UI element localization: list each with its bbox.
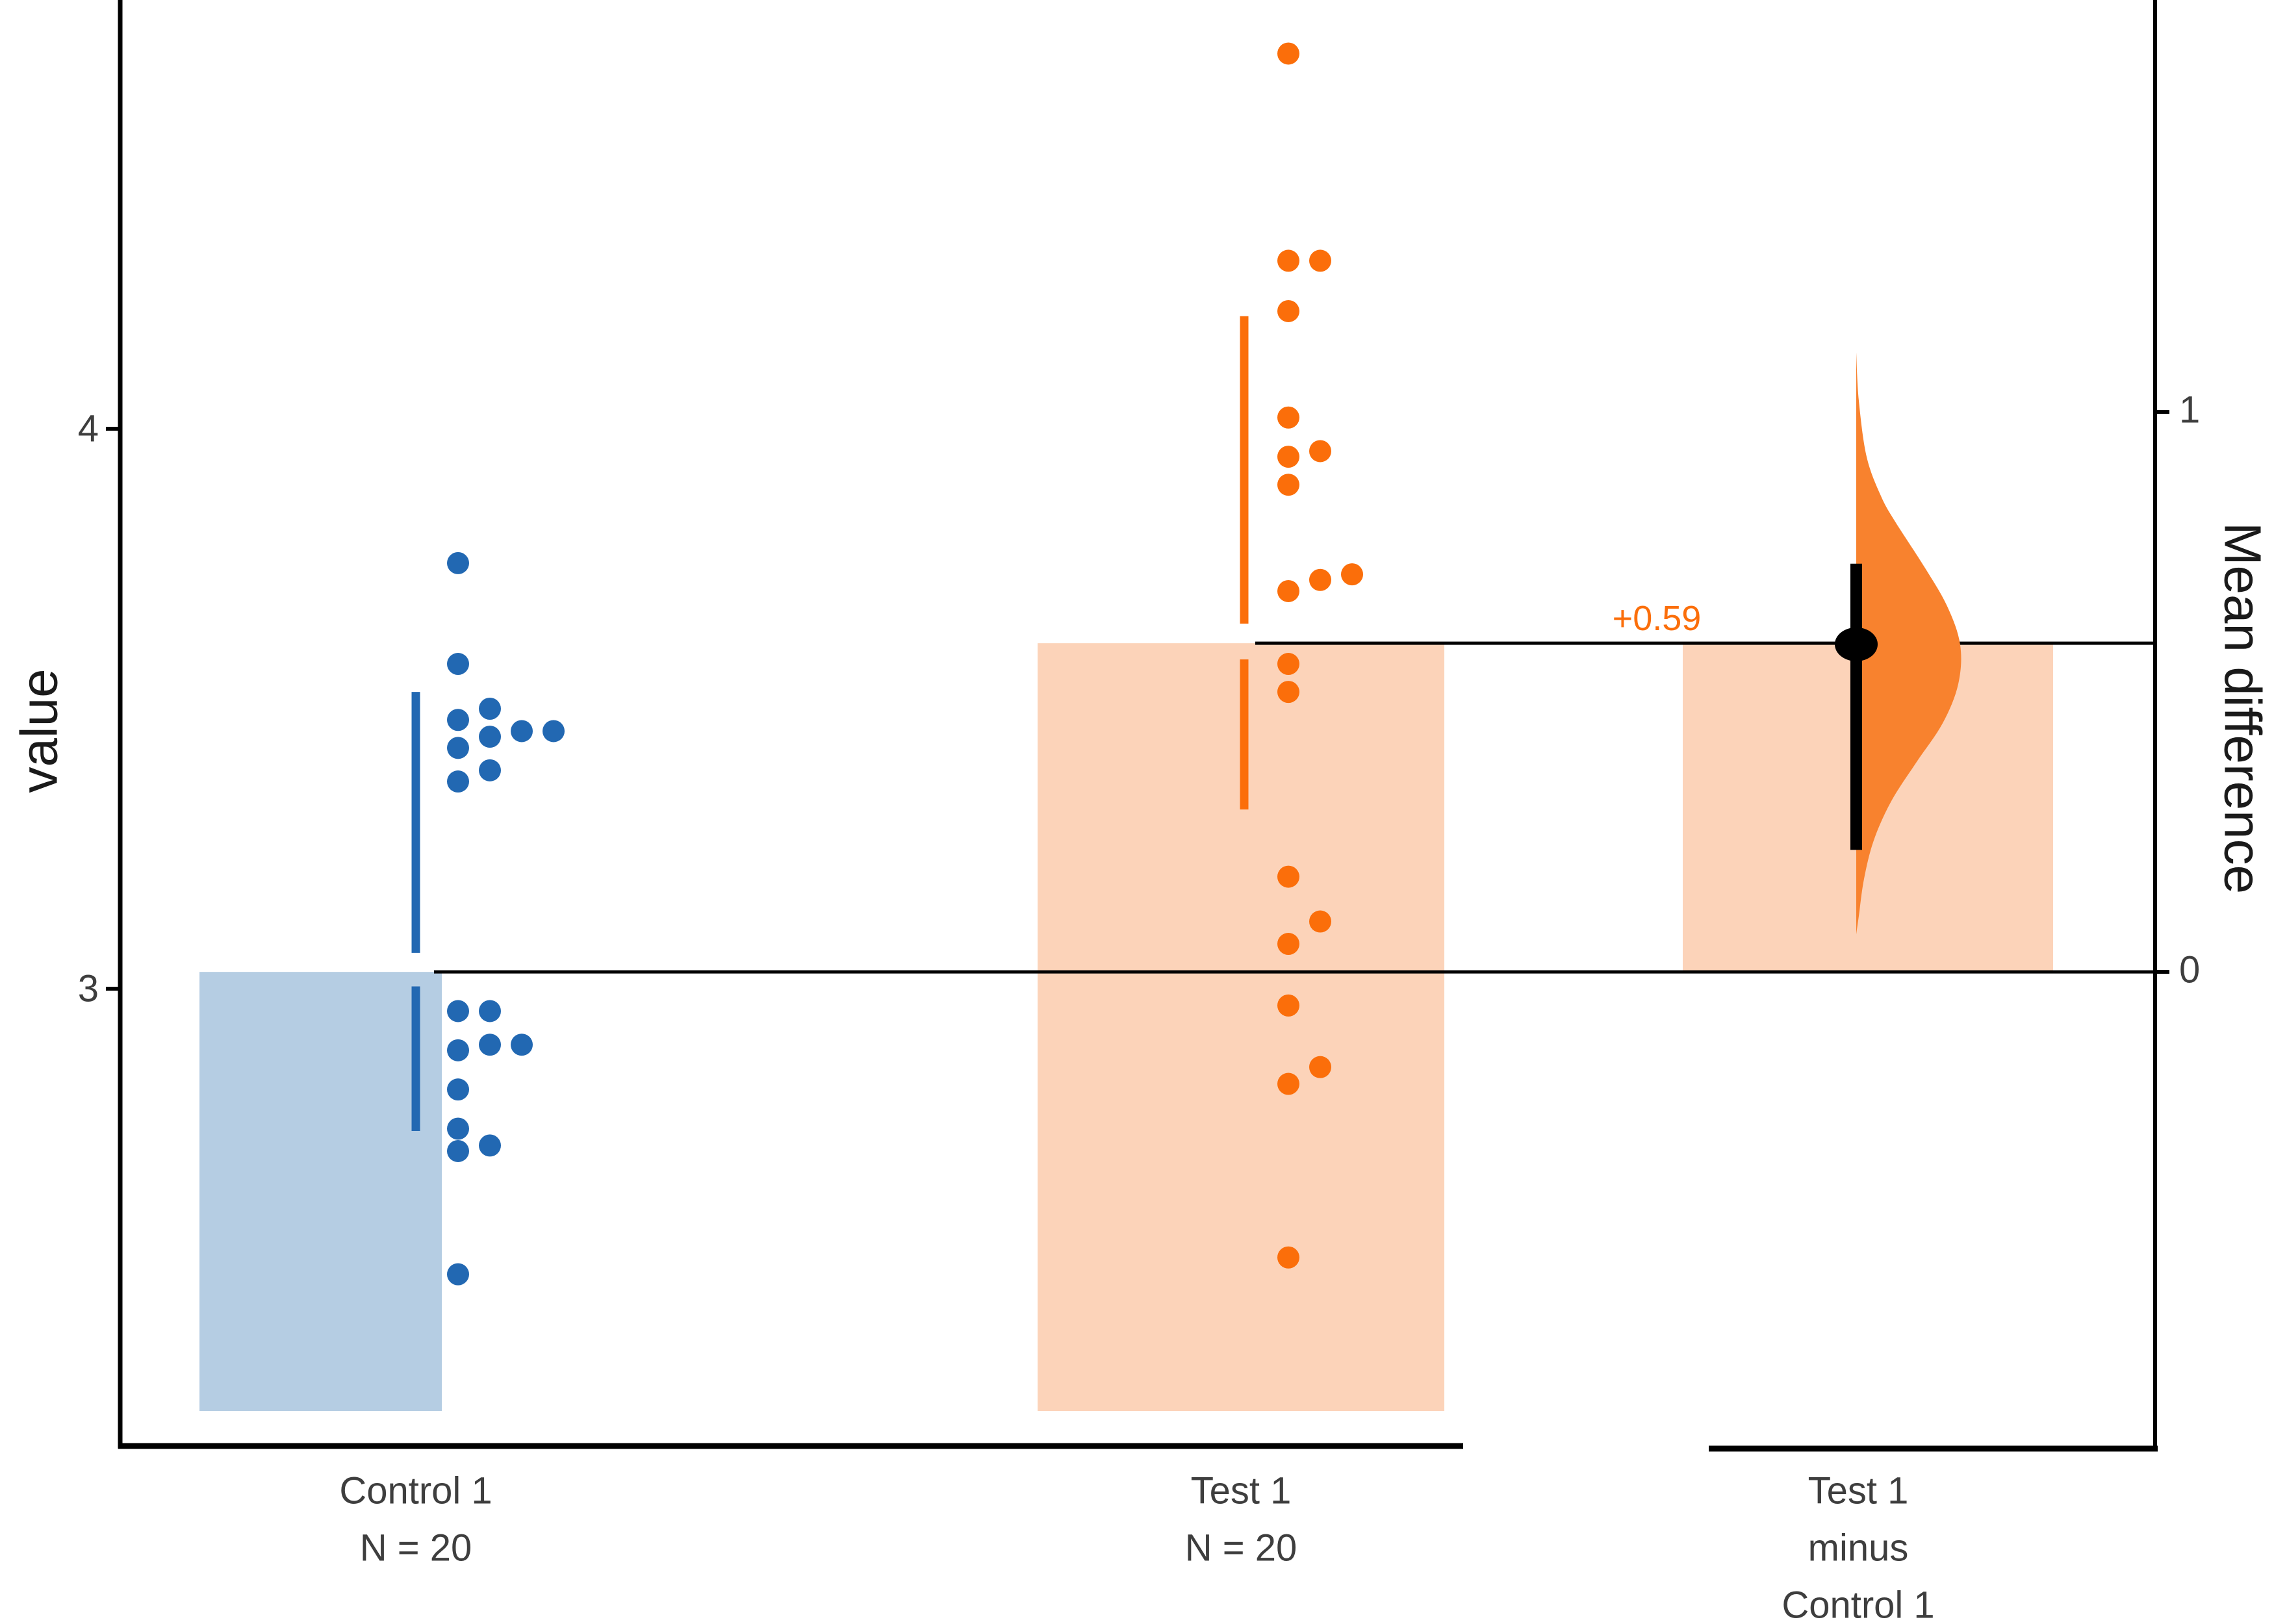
test-dot (1277, 579, 1299, 602)
test-dot (1309, 249, 1331, 272)
control-dot (479, 1134, 501, 1157)
test-dot (1277, 1246, 1299, 1269)
test-dot (1277, 933, 1299, 956)
control-dot (543, 720, 565, 742)
contrast-label-line1: Test 1 (1808, 1470, 1909, 1512)
reference-lines-layer (434, 641, 2155, 974)
control-group-label-line1: Control 1 (339, 1470, 492, 1512)
mean-difference-annotation: +0.59 (1613, 599, 1702, 638)
test-group-label-line2: N = 20 (1185, 1527, 1297, 1569)
control-dot (447, 1139, 469, 1162)
bars-layer (199, 643, 2053, 1411)
control-dot (447, 737, 469, 759)
test-dot (1277, 406, 1299, 429)
test-dot (1277, 681, 1299, 704)
contrast-layer (1835, 352, 1961, 935)
test-group-label-line1: Test 1 (1191, 1470, 1292, 1512)
right-axis-title: Mean difference (2214, 522, 2272, 894)
control-dot (447, 1000, 469, 1022)
test-dot (1341, 563, 1363, 586)
control-group-label-line2: N = 20 (360, 1527, 472, 1569)
control-dot (447, 709, 469, 731)
test-dot (1309, 568, 1331, 591)
test-dot (1309, 440, 1331, 463)
test-dot (1277, 474, 1299, 496)
control-dot (447, 653, 469, 676)
control-dot (511, 720, 533, 742)
contrast-label-line2: minus (1808, 1527, 1909, 1569)
test-dot (1277, 42, 1299, 65)
left-axis-title: value (10, 668, 68, 793)
control-dot (447, 770, 469, 793)
test-dot (1309, 1056, 1331, 1078)
control-dot (447, 1117, 469, 1140)
control-dot (447, 1078, 469, 1101)
control-dot (511, 1034, 533, 1056)
left-axis-tick-label-4: 4 (78, 408, 99, 450)
test-dot (1277, 865, 1299, 888)
swarm-layer (411, 42, 1363, 1286)
difference-violin (1856, 352, 1961, 935)
test-dot (1277, 446, 1299, 468)
test-dot (1277, 653, 1299, 676)
control-dot (479, 726, 501, 748)
contrast-label-line3: Control 1 (1782, 1584, 1934, 1624)
left-axis-tick-label-3: 3 (78, 968, 99, 1010)
test-dot (1277, 299, 1299, 322)
test-dot (1277, 249, 1299, 272)
difference-point (1835, 627, 1878, 661)
control-dot (447, 1039, 469, 1061)
control-dot (479, 759, 501, 781)
test-dot (1277, 994, 1299, 1017)
control-dot (479, 1034, 501, 1056)
control-dot (479, 698, 501, 720)
control-bar (199, 972, 442, 1411)
right-axis-tick-label-0: 0 (2179, 949, 2200, 991)
control-dot (479, 1000, 501, 1022)
axes-layer (106, 0, 2169, 1452)
right-axis-tick-label-1: 1 (2179, 389, 2200, 431)
test-dot (1309, 910, 1331, 933)
control-dot (447, 1263, 469, 1286)
test-dot (1277, 1072, 1299, 1095)
control-dot (447, 552, 469, 574)
